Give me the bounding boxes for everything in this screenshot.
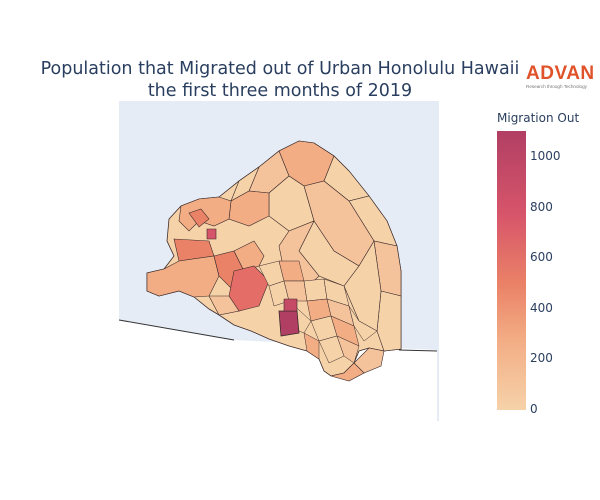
logo-tagline: Research through Technology [526,84,587,89]
region-ewa-2[interactable] [208,295,240,316]
logo-name: ADVAN [526,63,595,84]
region-nw-3[interactable] [206,228,217,240]
colorbar-tick-1000: 1000 [530,149,561,163]
region-highest-migration[interactable] [278,310,300,337]
map-title-line2: the first three months of 2019 [147,81,413,101]
urban-tract-5[interactable] [303,278,328,302]
map-title-line1: Population that Migrated out of Urban Ho… [40,59,520,79]
colorbar-tick-600: 600 [530,250,553,264]
choropleth-map[interactable] [119,101,439,421]
colorbar-title: Migration Out [497,111,580,125]
map-white-region [119,320,437,421]
colorbar-tick-400: 400 [530,301,553,315]
advan-logo: ADVAN Research through Technology [526,64,595,89]
colorbar-tick-0: 0 [530,402,538,416]
region-southeast-2[interactable] [330,362,365,382]
map-edge-line [119,319,235,341]
region-west-4[interactable] [233,240,265,272]
colorbar-tick-200: 200 [530,351,553,365]
urban-tract-9[interactable] [348,305,378,342]
region-east-3[interactable] [376,290,402,352]
urban-tract-15[interactable] [303,332,320,360]
map-edge-line-2 [398,349,438,352]
region-high-2[interactable] [283,298,298,312]
colorbar-gradient [497,131,526,410]
map-title: Population that Migrated out of Urban Ho… [0,58,560,102]
region-nw-2[interactable] [188,208,210,228]
colorbar-tick-800: 800 [530,200,553,214]
